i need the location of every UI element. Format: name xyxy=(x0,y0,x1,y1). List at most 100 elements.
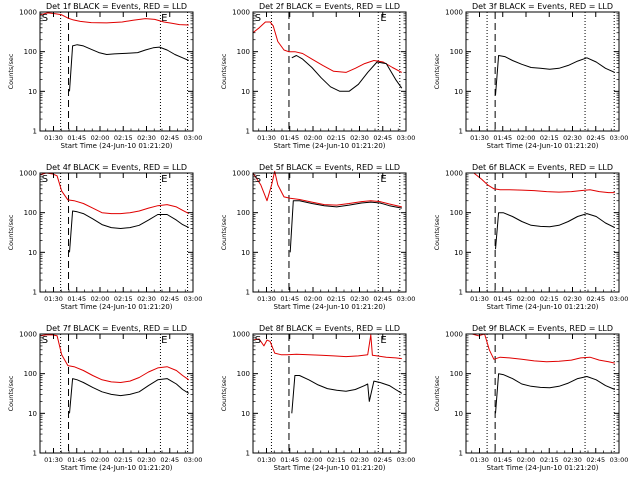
x-tick-label: 01:45 xyxy=(493,134,512,142)
marker-s: S xyxy=(42,13,48,24)
y-tick-label: 1000 xyxy=(445,9,463,17)
events-rate-line xyxy=(291,55,403,92)
x-tick-label: 02:00 xyxy=(304,456,323,464)
y-tick-label: 10 xyxy=(454,88,463,96)
x-tick-label: 03:00 xyxy=(397,134,416,142)
x-tick-label: 02:15 xyxy=(540,134,559,142)
marker-s: S xyxy=(255,174,261,185)
plot-frame xyxy=(252,172,407,293)
x-tick-label: 03:00 xyxy=(610,295,629,303)
lld-rate-line xyxy=(252,21,403,73)
chart-title: Det 6f BLACK = Events, RED = LLD xyxy=(472,163,613,172)
x-tick-label: 01:45 xyxy=(493,295,512,303)
marker-e: E xyxy=(161,174,167,185)
y-tick-label: 100 xyxy=(450,209,463,217)
y-axis-label: Counts/sec xyxy=(433,53,441,89)
x-tick-label: 02:30 xyxy=(563,295,582,303)
y-axis-label: Counts/sec xyxy=(433,214,441,250)
x-tick-label: 02:15 xyxy=(327,456,346,464)
x-tick-label: 01:45 xyxy=(493,456,512,464)
chart-title: Det 1f BLACK = Events, RED = LLD xyxy=(46,2,187,11)
x-tick-label: 02:30 xyxy=(137,456,156,464)
events-rate-line xyxy=(495,373,615,414)
y-axis-label: Counts/sec xyxy=(433,375,441,411)
y-tick-label: 10 xyxy=(28,88,37,96)
y-tick-label: 10 xyxy=(241,249,250,257)
plot-frame xyxy=(465,11,620,132)
x-tick-label: 02:15 xyxy=(540,456,559,464)
y-tick-label: 100 xyxy=(24,209,37,217)
chart-title: Det 3f BLACK = Events, RED = LLD xyxy=(472,2,613,11)
x-tick-label: 02:30 xyxy=(350,456,369,464)
x-tick-label: 03:00 xyxy=(397,456,416,464)
y-tick-label: 1000 xyxy=(445,331,463,339)
marker-s: S xyxy=(255,13,261,24)
events-rate-line xyxy=(289,200,402,253)
y-tick-label: 100 xyxy=(24,48,37,56)
y-axis-label: Counts/sec xyxy=(7,53,15,89)
y-tick-label: 1 xyxy=(459,289,463,297)
x-tick-label: 01:45 xyxy=(280,134,299,142)
x-tick-label: 01:45 xyxy=(67,456,86,464)
chart-title: Det 2f BLACK = Events, RED = LLD xyxy=(259,2,400,11)
lld-rate-line xyxy=(252,334,402,360)
y-tick-label: 1000 xyxy=(232,170,250,178)
chart-panel-2: Det 2f BLACK = Events, RED = LLD Counts/s… xyxy=(220,2,415,150)
marker-e: E xyxy=(380,13,386,24)
plot-frame xyxy=(465,333,620,454)
x-tick-label: 02:30 xyxy=(563,456,582,464)
chart-panel-4: Det 4f BLACK = Events, RED = LLD Counts/s… xyxy=(7,163,202,311)
events-rate-line xyxy=(495,212,616,250)
x-tick-label: 02:00 xyxy=(304,134,323,142)
chart-title: Det 9f BLACK = Events, RED = LLD xyxy=(472,324,613,333)
x-tick-label: 02:45 xyxy=(373,134,392,142)
y-tick-label: 10 xyxy=(241,88,250,96)
chart-panel-7: Det 7f BLACK = Events, RED = LLD Counts/s… xyxy=(7,324,202,472)
y-tick-label: 100 xyxy=(237,48,250,56)
y-tick-label: 100 xyxy=(237,370,250,378)
y-tick-label: 10 xyxy=(454,249,463,257)
chart-title: Det 5f BLACK = Events, RED = LLD xyxy=(259,163,400,172)
plot-frame xyxy=(39,172,194,293)
y-axis-label: Counts/sec xyxy=(220,53,228,89)
y-tick-label: 10 xyxy=(454,410,463,418)
chart-panel-5: Det 5f BLACK = Events, RED = LLD Counts/s… xyxy=(220,163,415,311)
x-tick-label: 03:00 xyxy=(610,134,629,142)
x-tick-label: 03:00 xyxy=(184,456,203,464)
x-tick-label: 02:45 xyxy=(586,456,605,464)
x-tick-label: 02:00 xyxy=(517,134,536,142)
events-rate-line xyxy=(291,375,403,414)
x-axis-label: Start Time (24-Jun-10 01:21:20) xyxy=(274,303,386,311)
lld-rate-line xyxy=(466,172,615,194)
x-tick-label: 01:30 xyxy=(257,134,276,142)
y-tick-label: 1 xyxy=(246,289,250,297)
x-tick-label: 02:15 xyxy=(114,295,133,303)
y-tick-label: 1 xyxy=(33,289,37,297)
x-axis-label: Start Time (24-Jun-10 01:21:20) xyxy=(274,464,386,472)
x-tick-label: 02:30 xyxy=(137,134,156,142)
y-axis-label: Counts/sec xyxy=(7,375,15,411)
x-tick-label: 02:45 xyxy=(373,295,392,303)
x-tick-label: 01:45 xyxy=(67,295,86,303)
x-tick-label: 01:30 xyxy=(470,456,489,464)
x-tick-label: 02:00 xyxy=(517,456,536,464)
x-axis-label: Start Time (24-Jun-10 01:21:20) xyxy=(487,303,599,311)
marker-s: S xyxy=(255,335,261,346)
y-tick-label: 100 xyxy=(450,370,463,378)
y-tick-label: 1000 xyxy=(19,331,37,339)
plot-frame xyxy=(39,11,194,132)
y-tick-label: 1 xyxy=(33,450,37,458)
y-tick-label: 10 xyxy=(241,410,250,418)
x-tick-label: 01:30 xyxy=(44,295,63,303)
x-tick-label: 02:45 xyxy=(160,295,179,303)
x-tick-label: 02:00 xyxy=(91,134,110,142)
events-rate-line xyxy=(69,44,189,92)
x-tick-label: 01:30 xyxy=(44,456,63,464)
plot-frame xyxy=(252,333,407,454)
x-tick-label: 02:30 xyxy=(350,134,369,142)
y-tick-label: 1 xyxy=(246,450,250,458)
y-axis-label: Counts/sec xyxy=(220,375,228,411)
x-tick-label: 01:30 xyxy=(470,295,489,303)
plot-frame xyxy=(465,172,620,293)
